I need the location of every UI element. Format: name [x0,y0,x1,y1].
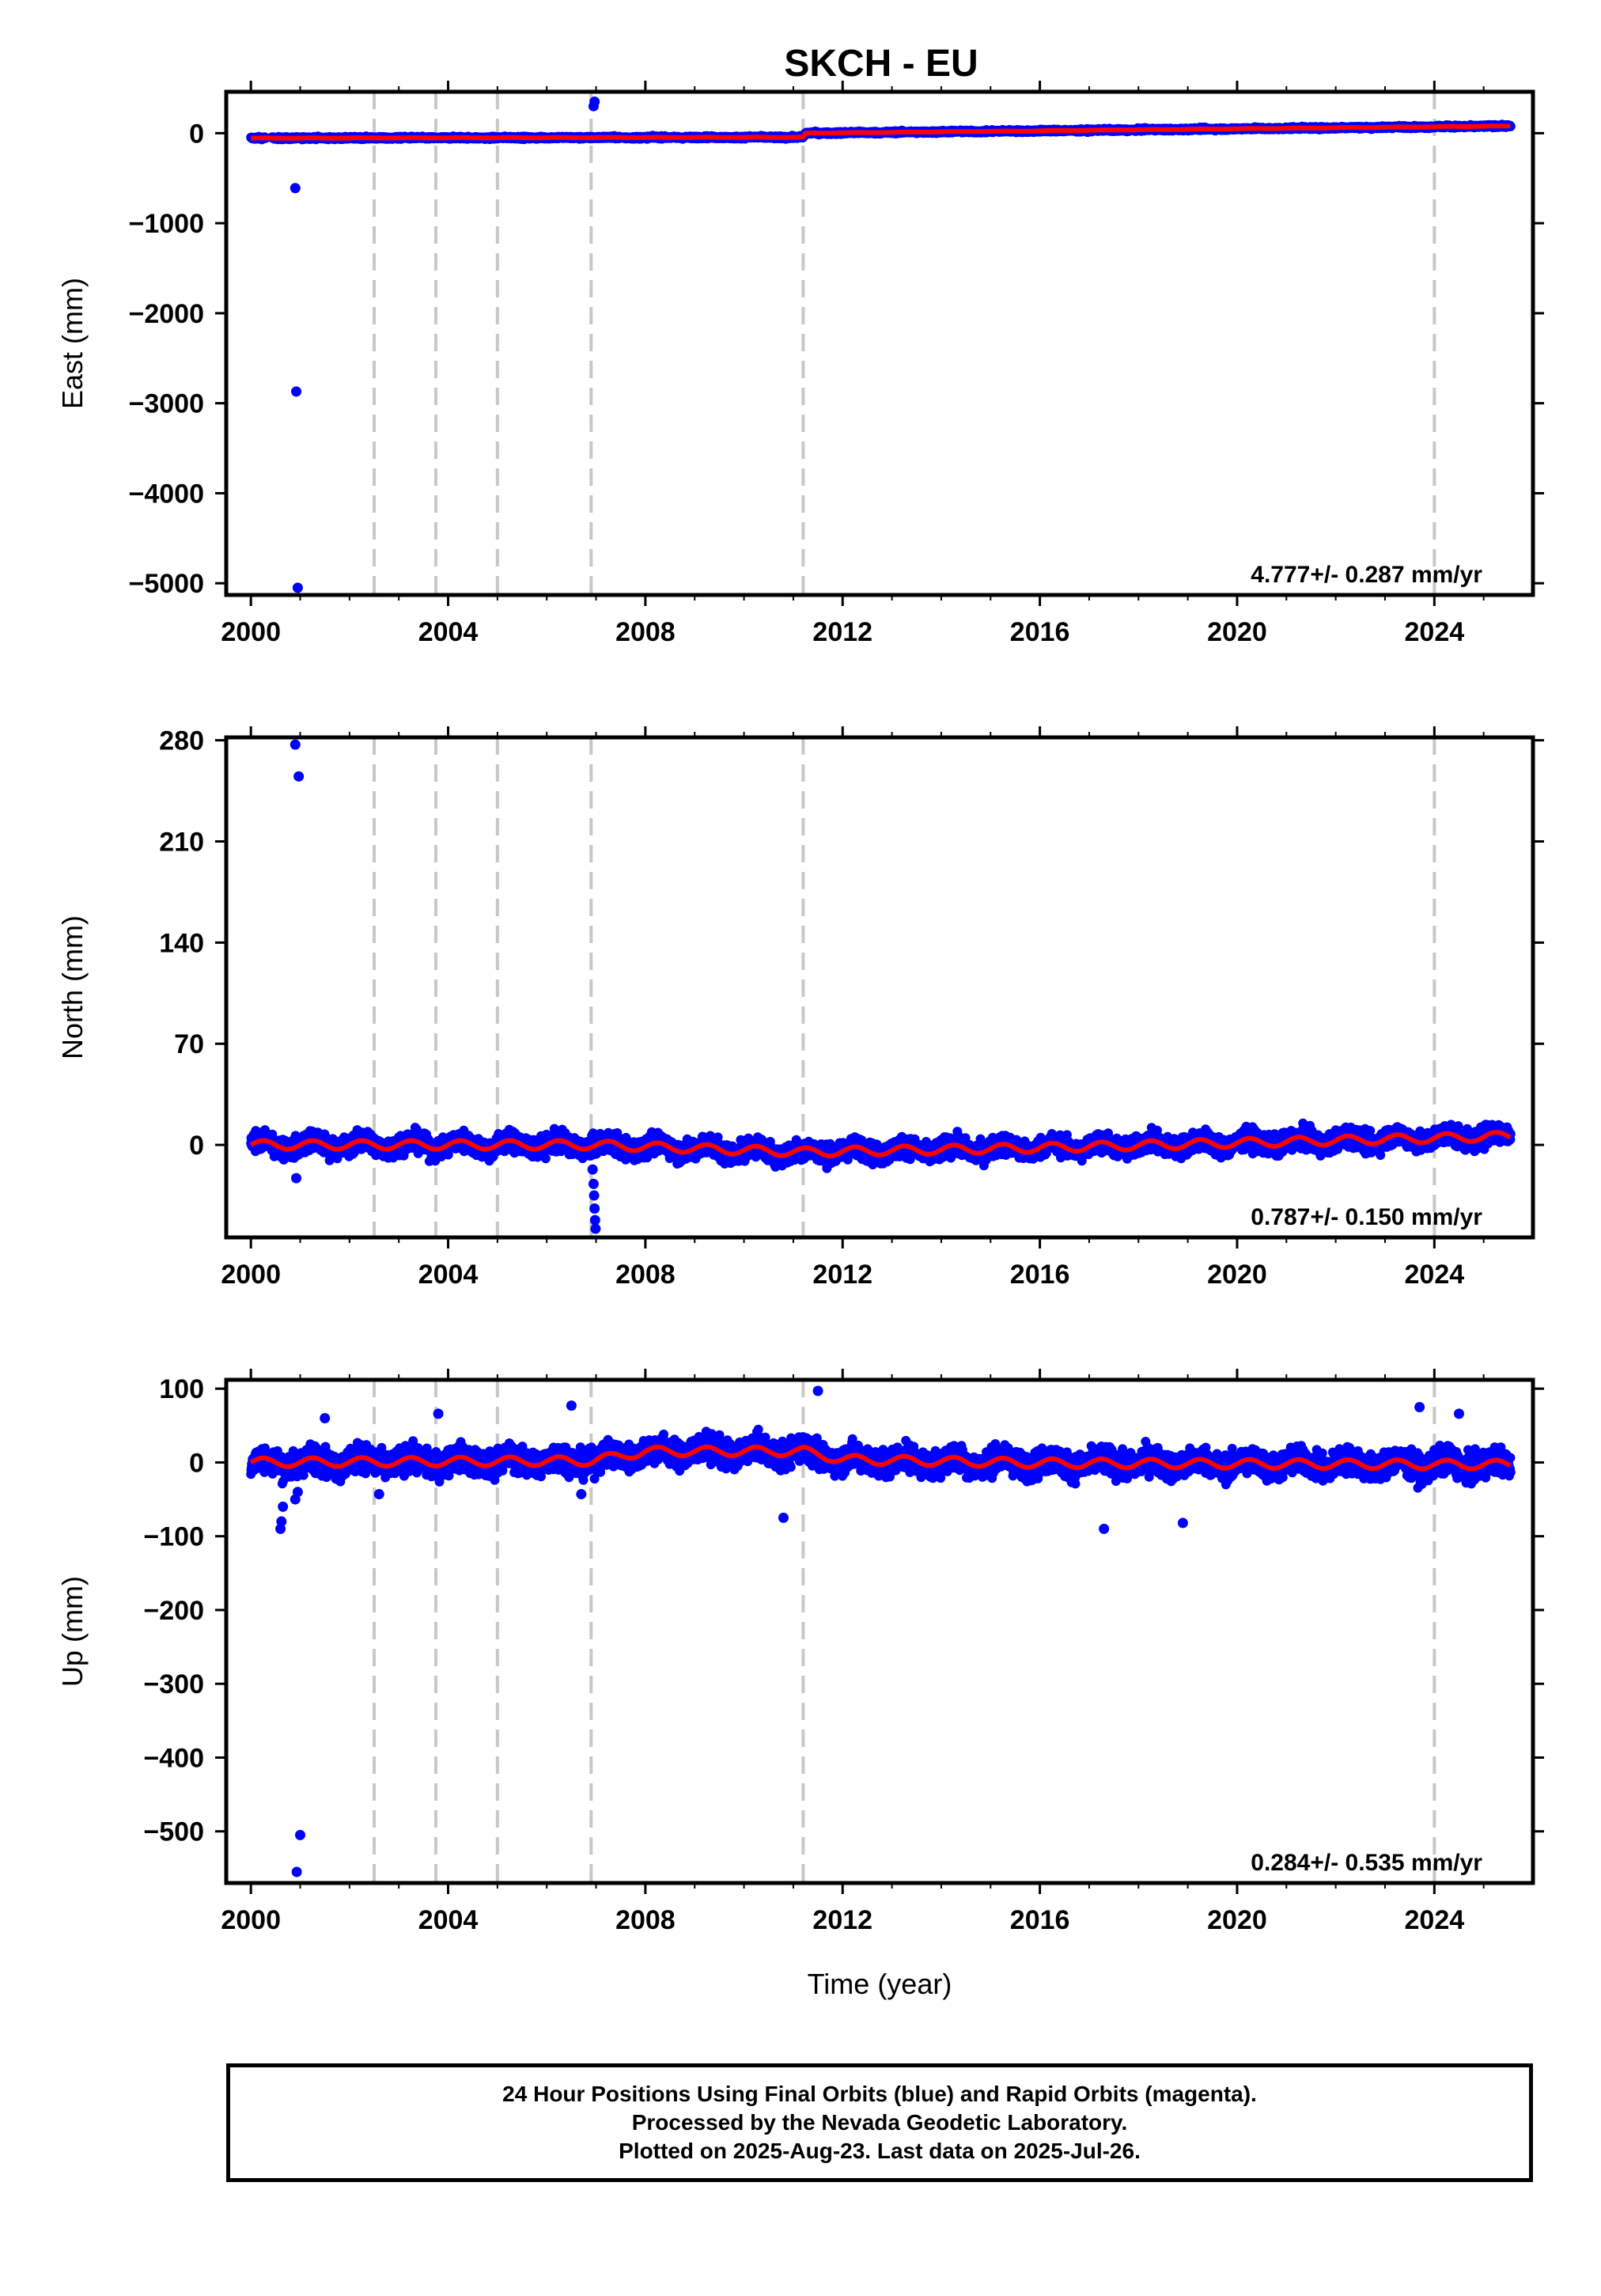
east-plot-frame [224,89,1535,597]
east-x-tick-label: 2004 [418,617,479,647]
east-y-tick-label: −4000 [129,479,205,509]
east-rate-label: 4.777+/- 0.287 mm/yr [1251,562,1482,588]
east-x-tick-label: 2024 [1405,617,1465,647]
panel-north: 2000 2004 2008 2012 2016 2020 2024280210140700… [56,726,1544,1290]
panel-east: 2000 2004 2008 2012 2016 2020 2024 0 −1000 −2000 −… [56,81,1544,647]
east-y-tick-label: −1000 [129,209,205,239]
east-y-tick-label: −5000 [129,569,205,599]
east-outlier-point [589,97,600,108]
east-x-tick-label: 2020 [1207,617,1267,647]
east-x-tick-label: 2008 [615,617,676,647]
east-outlier-point [290,183,301,194]
east-outlier-point [292,582,303,593]
east-y-tick-label: 0 [189,119,204,149]
east-outlier-point [291,386,302,397]
east-y-axis-title: East (mm) [56,278,89,409]
east-x-tick-label: 2012 [812,617,872,647]
east-x-tick-label: 2000 [221,617,281,647]
east-y-tick-label: −3000 [129,389,205,419]
east-x-tick-label: 2016 [1010,617,1070,647]
chart-title: SKCH - EU [784,43,978,85]
east-y-tick-label: −2000 [129,299,205,329]
